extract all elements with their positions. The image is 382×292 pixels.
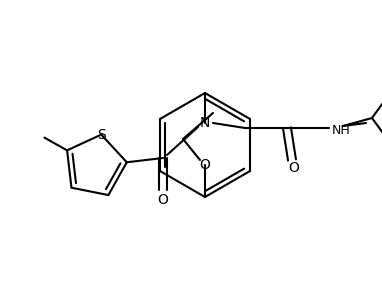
Text: O: O	[199, 158, 210, 172]
Text: O: O	[157, 193, 168, 207]
Text: O: O	[288, 161, 299, 175]
Text: S: S	[97, 128, 106, 142]
Text: N: N	[200, 116, 210, 130]
Text: NH: NH	[332, 124, 351, 138]
